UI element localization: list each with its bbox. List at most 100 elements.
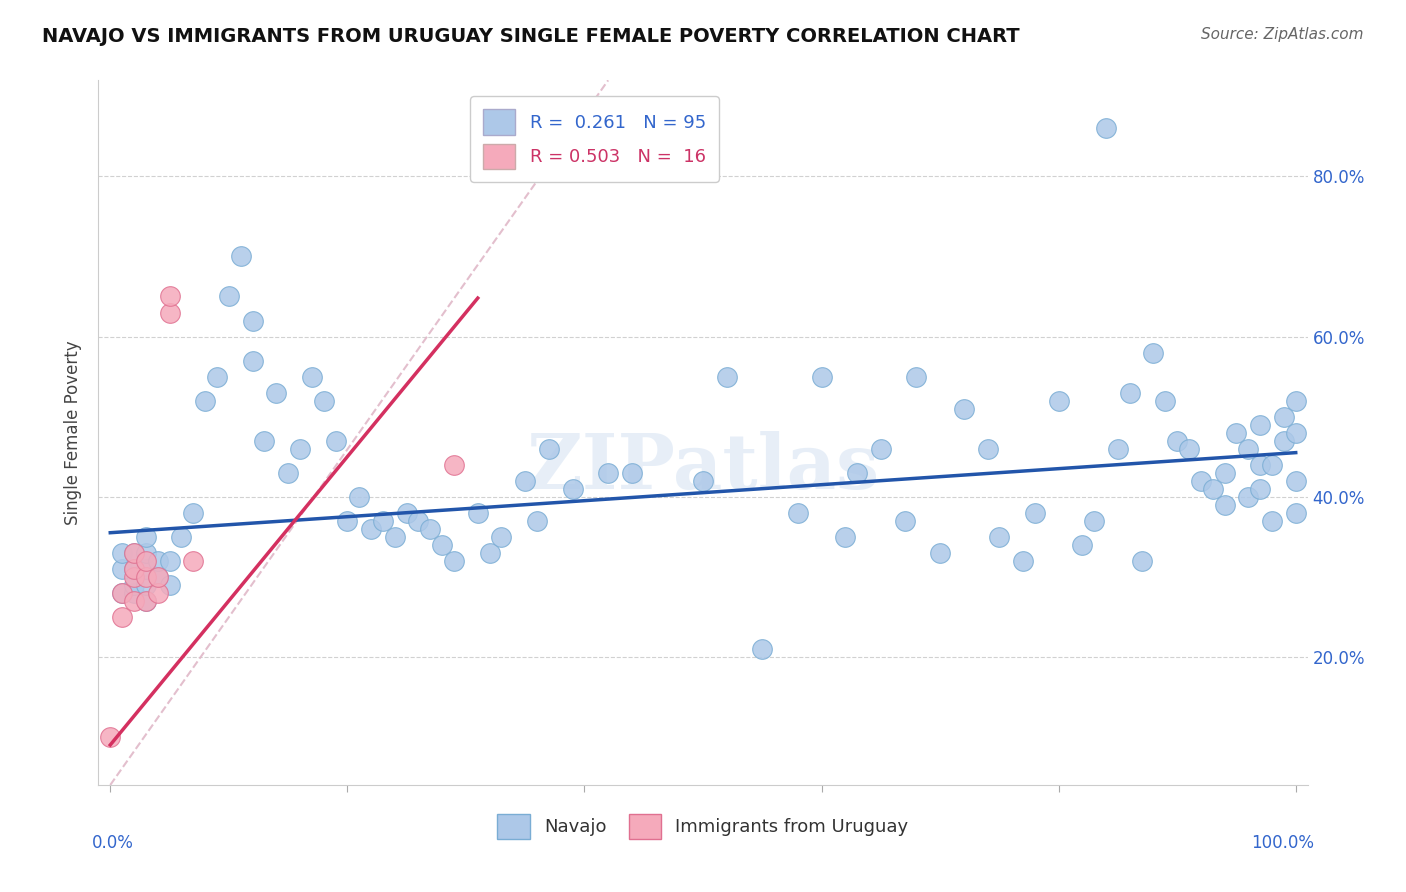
Point: [716, 369, 738, 384]
Text: Source: ZipAtlas.com: Source: ZipAtlas.com: [1201, 27, 1364, 42]
Point: [1095, 121, 1118, 136]
Point: [598, 466, 620, 480]
Point: [1285, 393, 1308, 408]
Point: [1237, 442, 1260, 456]
Point: [443, 554, 465, 568]
Point: [432, 538, 454, 552]
Point: [1213, 498, 1236, 512]
Point: [751, 641, 773, 656]
Point: [111, 586, 134, 600]
Y-axis label: Single Female Poverty: Single Female Poverty: [65, 341, 83, 524]
Text: NAVAJO VS IMMIGRANTS FROM URUGUAY SINGLE FEMALE POVERTY CORRELATION CHART: NAVAJO VS IMMIGRANTS FROM URUGUAY SINGLE…: [42, 27, 1019, 45]
Point: [1261, 458, 1284, 472]
Point: [1272, 434, 1295, 448]
Point: [1202, 482, 1225, 496]
Point: [146, 554, 169, 568]
Point: [893, 514, 915, 528]
Point: [122, 594, 145, 608]
Point: [384, 530, 406, 544]
Point: [1083, 514, 1105, 528]
Point: [1285, 425, 1308, 440]
Point: [1154, 393, 1177, 408]
Point: [181, 506, 204, 520]
Point: [205, 369, 228, 384]
Point: [1249, 458, 1271, 472]
Point: [810, 369, 832, 384]
Point: [1285, 474, 1308, 488]
Text: ZIPatlas: ZIPatlas: [526, 431, 880, 505]
Text: 0.0%: 0.0%: [93, 834, 134, 852]
Point: [159, 305, 181, 319]
Point: [1142, 345, 1164, 359]
Point: [1285, 506, 1308, 520]
Point: [111, 586, 134, 600]
Point: [1249, 417, 1271, 432]
Point: [988, 530, 1011, 544]
Point: [146, 586, 169, 600]
Point: [478, 546, 501, 560]
Point: [122, 562, 145, 576]
Point: [1261, 514, 1284, 528]
Point: [526, 514, 548, 528]
Point: [360, 522, 382, 536]
Point: [1012, 554, 1035, 568]
Point: [111, 609, 134, 624]
Point: [467, 506, 489, 520]
Legend: Navajo, Immigrants from Uruguay: Navajo, Immigrants from Uruguay: [491, 806, 915, 847]
Point: [515, 474, 537, 488]
Point: [111, 546, 134, 560]
Point: [122, 570, 145, 584]
Point: [146, 570, 169, 584]
Point: [443, 458, 465, 472]
Point: [1166, 434, 1188, 448]
Point: [122, 578, 145, 592]
Point: [347, 490, 370, 504]
Point: [122, 546, 145, 560]
Point: [325, 434, 347, 448]
Point: [1107, 442, 1129, 456]
Point: [122, 562, 145, 576]
Point: [242, 313, 264, 327]
Point: [976, 442, 998, 456]
Point: [159, 578, 181, 592]
Point: [1189, 474, 1212, 488]
Point: [408, 514, 430, 528]
Point: [135, 578, 157, 592]
Point: [834, 530, 856, 544]
Point: [537, 442, 560, 456]
Point: [159, 289, 181, 303]
Point: [395, 506, 418, 520]
Point: [218, 289, 240, 303]
Point: [561, 482, 583, 496]
Point: [146, 570, 169, 584]
Point: [122, 586, 145, 600]
Point: [135, 546, 157, 560]
Point: [135, 570, 157, 584]
Point: [869, 442, 891, 456]
Point: [135, 554, 157, 568]
Point: [905, 369, 928, 384]
Point: [419, 522, 441, 536]
Point: [371, 514, 394, 528]
Point: [692, 474, 714, 488]
Point: [253, 434, 276, 448]
Point: [229, 249, 252, 264]
Point: [1024, 506, 1046, 520]
Point: [1225, 425, 1247, 440]
Point: [336, 514, 359, 528]
Point: [135, 594, 157, 608]
Point: [1071, 538, 1094, 552]
Point: [301, 369, 323, 384]
Point: [264, 385, 287, 400]
Text: 100.0%: 100.0%: [1250, 834, 1313, 852]
Point: [1178, 442, 1201, 456]
Point: [194, 393, 217, 408]
Point: [1213, 466, 1236, 480]
Point: [929, 546, 952, 560]
Point: [98, 730, 121, 744]
Point: [111, 562, 134, 576]
Point: [846, 466, 869, 480]
Point: [122, 546, 145, 560]
Point: [170, 530, 193, 544]
Point: [952, 401, 974, 416]
